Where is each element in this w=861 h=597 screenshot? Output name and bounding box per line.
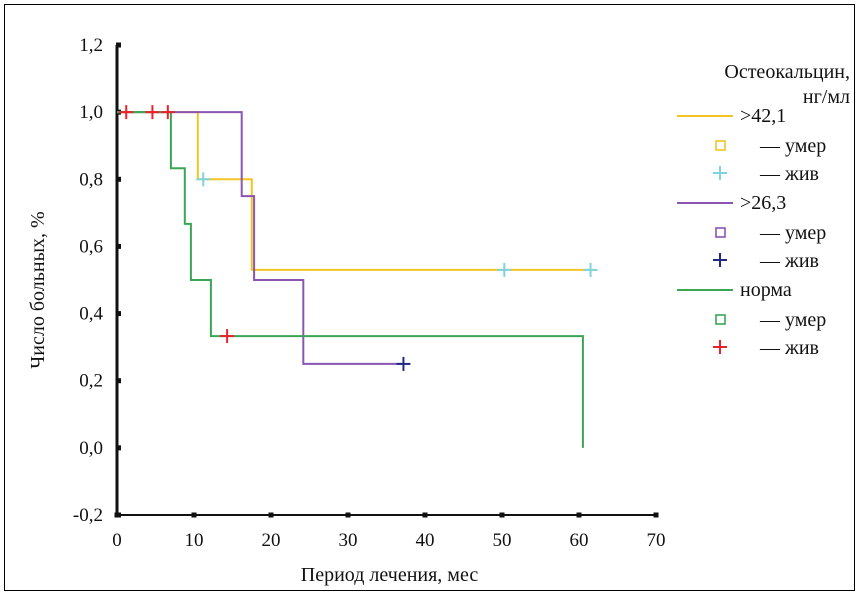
series-line-2: [117, 111, 404, 365]
x-axis-label: Период лечения, мес: [301, 564, 479, 586]
x-tick-mark: [422, 512, 428, 518]
y-tick-mark: [116, 243, 121, 249]
censor-alive-marker: [145, 105, 160, 120]
x-tick-mark: [653, 512, 659, 518]
legend-series-name: >26,3: [740, 192, 786, 214]
censor-alive-marker: [160, 105, 175, 120]
x-tick-label: 10: [185, 530, 204, 551]
y-tick-label: 0,8: [79, 169, 103, 190]
x-tick-label: 0: [112, 530, 122, 551]
y-tick-mark: [116, 311, 121, 317]
censor-alive-marker: [396, 356, 411, 371]
legend-alive-marker: [713, 166, 727, 180]
y-tick-mark: [116, 378, 121, 384]
legend-title-line2: нг/мл: [803, 86, 850, 108]
x-tick-label: 30: [339, 530, 358, 551]
legend-alive-label: — жив: [759, 337, 819, 359]
legend-died-marker: [715, 314, 726, 325]
censor-alive-marker: [497, 262, 512, 277]
legend: Остеокальцин, нг/мл >42,1 — умер — жив >26,…: [677, 61, 850, 359]
y-tick-label: 1,2: [79, 35, 103, 56]
censor-alive-marker: [583, 262, 598, 277]
censor-alive-marker: [196, 172, 211, 187]
legend-alive-marker: [713, 253, 727, 267]
legend-series-name: норма: [740, 279, 792, 301]
legend-alive-marker: [713, 340, 727, 354]
legend-died-label: — умер: [759, 222, 826, 244]
legend-series-name: >42,1: [740, 105, 786, 127]
y-tick-label: 1,0: [79, 102, 103, 123]
legend-items: >42,1 — умер — жив >26,3 — умер — жив норма — у…: [677, 105, 826, 359]
x-tick-mark: [499, 512, 505, 518]
legend-died-label: — умер: [759, 309, 826, 331]
x-tick-label: 20: [262, 530, 281, 551]
axes: [115, 45, 656, 516]
x-tick-mark: [576, 512, 582, 518]
x-tick-mark: [114, 512, 120, 518]
y-axis-label: Число больных, %: [27, 211, 49, 368]
series-line-1: [117, 111, 591, 271]
y-tick-mark: [116, 176, 121, 182]
legend-alive-label: — жив: [759, 163, 819, 185]
y-tick-mark: [116, 445, 121, 451]
y-tick-mark: [116, 42, 121, 48]
legend-title-line1: Остеокальцин,: [724, 61, 850, 83]
x-tick-label: 60: [570, 530, 589, 551]
x-tick-label: 50: [493, 530, 512, 551]
x-tick-mark: [191, 512, 197, 518]
y-tick-label: 0,4: [79, 304, 103, 325]
y-ticks: -0,2 0,0 0,2 0,4 0,6 0,8 1,0 1,2: [73, 35, 121, 526]
series-line-3: [117, 111, 584, 448]
chart-frame: [4, 4, 855, 591]
x-tick-label: 40: [416, 530, 435, 551]
x-tick-mark: [345, 512, 351, 518]
series-group: [117, 105, 598, 448]
x-tick-mark: [268, 512, 274, 518]
censor-alive-marker: [119, 105, 134, 120]
legend-alive-label: — жив: [759, 250, 819, 272]
y-tick-label: 0,6: [79, 236, 103, 257]
x-tick-label: 70: [647, 530, 666, 551]
legend-died-marker: [715, 140, 726, 151]
legend-died-marker: [715, 227, 726, 238]
y-tick-label: 0,2: [79, 371, 103, 392]
x-ticks: 0 10 20 30 40 50 60 70: [112, 512, 666, 551]
legend-died-label: — умер: [759, 135, 826, 157]
y-tick-label: 0,0: [79, 438, 103, 459]
censor-alive-marker: [220, 329, 235, 344]
y-tick-label: -0,2: [73, 505, 103, 526]
